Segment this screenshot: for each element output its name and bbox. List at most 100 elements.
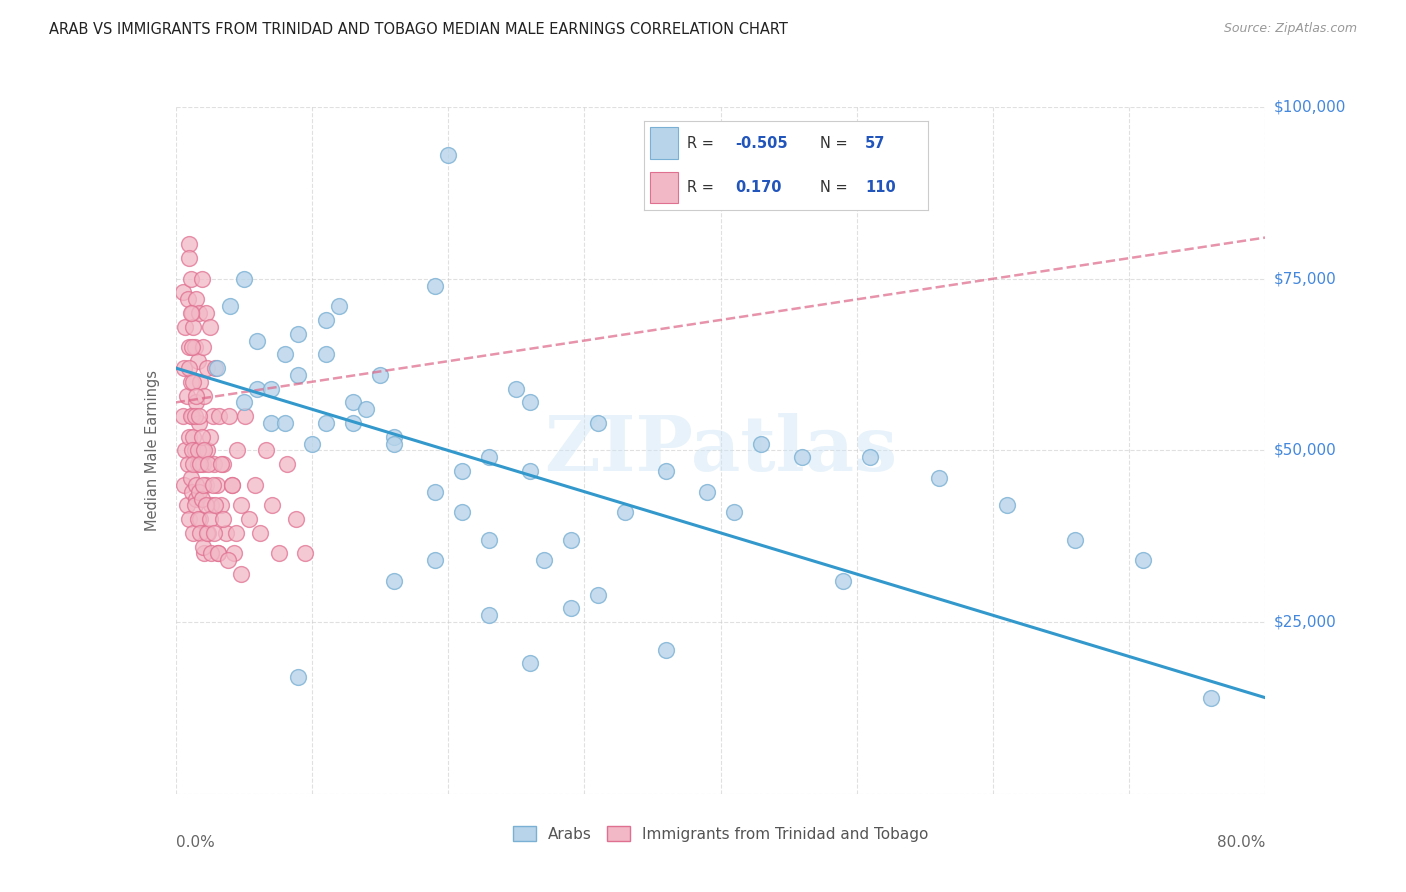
Text: ARAB VS IMMIGRANTS FROM TRINIDAD AND TOBAGO MEDIAN MALE EARNINGS CORRELATION CHA: ARAB VS IMMIGRANTS FROM TRINIDAD AND TOB… — [49, 22, 789, 37]
Point — [186, 354, 209, 368]
Point — [212, 457, 235, 471]
Point — [221, 478, 243, 492]
Point — [191, 340, 214, 354]
Point — [1199, 690, 1222, 705]
Point — [180, 271, 202, 285]
Point — [179, 430, 201, 444]
Point — [183, 525, 205, 540]
Point — [614, 505, 637, 519]
Point — [287, 670, 309, 684]
Point — [172, 285, 194, 300]
Text: R =: R = — [686, 180, 714, 195]
Point — [186, 388, 208, 402]
Point — [193, 388, 215, 402]
Point — [180, 409, 202, 423]
Point — [188, 375, 211, 389]
Point — [205, 478, 228, 492]
Point — [560, 533, 582, 547]
Point — [342, 416, 364, 430]
Point — [190, 271, 212, 285]
Point — [231, 567, 253, 582]
Point — [177, 457, 200, 471]
Point — [478, 533, 501, 547]
Point — [209, 499, 232, 513]
Point — [191, 457, 214, 471]
Point — [172, 409, 194, 423]
Point — [450, 505, 472, 519]
Point — [519, 395, 541, 409]
Point — [181, 306, 204, 320]
Point — [197, 457, 219, 471]
Point — [202, 457, 225, 471]
Point — [832, 574, 855, 588]
Point — [233, 409, 256, 423]
Text: -0.505: -0.505 — [735, 136, 787, 151]
Point — [186, 478, 208, 492]
Point — [197, 525, 219, 540]
Point — [184, 443, 207, 458]
Point — [260, 416, 283, 430]
Point — [751, 436, 773, 450]
Point — [179, 251, 201, 265]
Point — [215, 525, 238, 540]
Point — [655, 642, 678, 657]
Point — [181, 443, 204, 458]
Point — [176, 388, 198, 402]
Point — [195, 361, 218, 376]
Point — [995, 499, 1018, 513]
Point — [356, 402, 378, 417]
Point — [382, 574, 405, 588]
Point — [200, 546, 222, 561]
Point — [519, 464, 541, 478]
Point — [207, 546, 229, 561]
Point — [183, 430, 205, 444]
Text: $25,000: $25,000 — [1274, 615, 1337, 630]
Point — [181, 340, 204, 354]
Point — [187, 306, 209, 320]
Point — [184, 340, 207, 354]
Point — [184, 409, 207, 423]
Point — [586, 416, 609, 430]
Point — [179, 361, 201, 376]
Point — [696, 484, 718, 499]
Point — [183, 319, 205, 334]
Point — [505, 382, 527, 396]
Point — [201, 478, 224, 492]
Point — [186, 512, 209, 526]
Point — [186, 293, 208, 307]
Point — [198, 319, 221, 334]
Point — [586, 588, 609, 602]
Bar — [650, 128, 678, 159]
Point — [328, 299, 350, 313]
Point — [195, 525, 218, 540]
Point — [723, 505, 745, 519]
Point — [859, 450, 882, 465]
Text: 0.170: 0.170 — [735, 180, 782, 195]
Point — [191, 478, 214, 492]
Point — [200, 499, 222, 513]
Point — [301, 436, 323, 450]
Point — [187, 409, 209, 423]
Point — [193, 546, 215, 561]
Point — [342, 395, 364, 409]
Point — [243, 478, 266, 492]
Point — [201, 409, 224, 423]
Text: N =: N = — [820, 136, 848, 151]
Text: 57: 57 — [865, 136, 886, 151]
Point — [254, 443, 277, 458]
Point — [792, 450, 814, 465]
Point — [195, 443, 218, 458]
Point — [188, 457, 211, 471]
Point — [208, 409, 231, 423]
Point — [287, 326, 309, 341]
Point — [205, 361, 228, 376]
Point — [224, 546, 246, 561]
Point — [179, 237, 201, 252]
Point — [218, 409, 240, 423]
Point — [180, 306, 202, 320]
Point — [179, 340, 201, 354]
Point — [450, 464, 472, 478]
Point — [180, 471, 202, 485]
Point — [533, 553, 555, 567]
Point — [190, 430, 212, 444]
